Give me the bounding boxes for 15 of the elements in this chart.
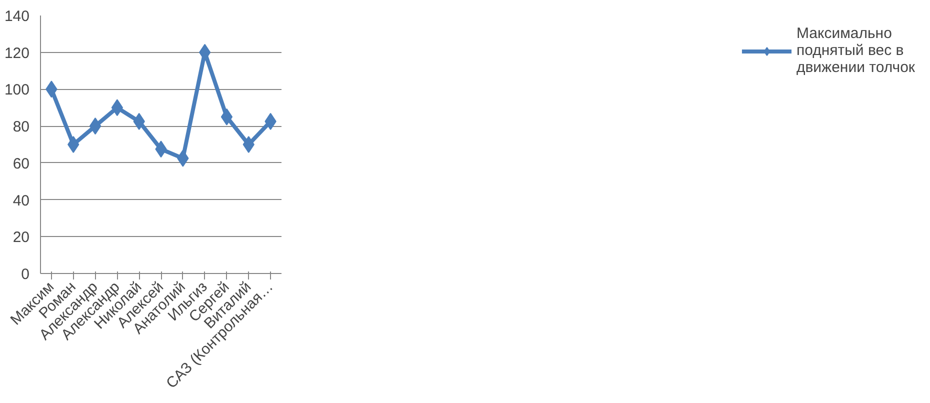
point <box>242 136 254 153</box>
point <box>89 118 102 135</box>
point <box>111 99 124 116</box>
point <box>68 136 80 153</box>
y-tick-label: 40 <box>12 192 30 210</box>
y-tick-label: 120 <box>4 44 30 62</box>
y-tick-label: 80 <box>12 118 30 136</box>
point <box>220 108 233 126</box>
y-tick-label: 100 <box>4 82 30 99</box>
y-tick-label: 0 <box>21 266 30 283</box>
point <box>198 44 211 61</box>
y-tick-label: 60 <box>12 155 30 172</box>
y-tick-label: 140 <box>4 8 30 25</box>
legend-label: Максимально поднятый вес в движении толчок <box>796 25 915 76</box>
y-tick-label: 20 <box>12 229 30 246</box>
